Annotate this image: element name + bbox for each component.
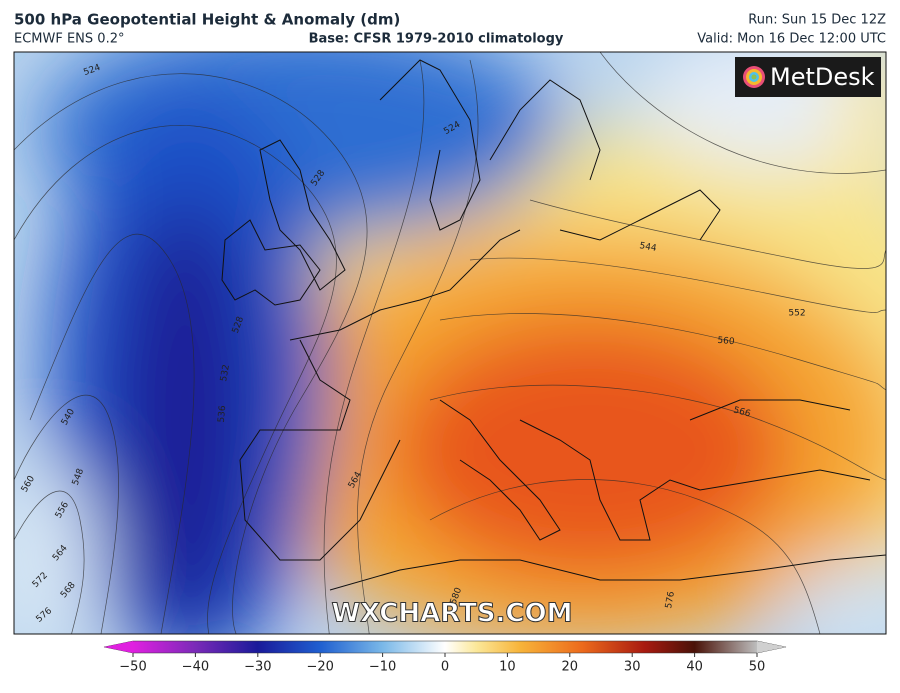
contour-label: 566: [732, 405, 751, 419]
contour-label: 532: [219, 364, 232, 383]
watermark: WXCHARTS.COM: [331, 599, 572, 629]
colorbar-tick-label: 10: [499, 660, 516, 675]
contour-label: 576: [664, 590, 677, 609]
colorbar-tick-label: 40: [686, 660, 703, 675]
logo-text: MetDesk: [770, 63, 875, 91]
metdesk-logo: MetDesk: [735, 57, 881, 97]
logo-icon: [743, 66, 765, 88]
model-name: ECMWF ENS 0.2°: [14, 32, 124, 47]
valid-time: Valid: Mon 16 Dec 12:00 UTC: [697, 32, 886, 47]
colorbar-tick-label: −40: [182, 660, 209, 675]
height-contours: [14, 52, 886, 634]
colorbar-high-end: [757, 641, 786, 653]
run-time: Run: Sun 15 Dec 12Z: [748, 13, 886, 28]
colorbar-bar: [103, 640, 787, 654]
colorbar: −50 −40 −30 −20 −10 0 10 20 30 40 50: [103, 640, 787, 675]
contour-label: 560: [717, 336, 735, 347]
colorbar-tick-label: −20: [306, 660, 333, 675]
map-frame: [13, 51, 887, 635]
colorbar-tick-label: −50: [119, 660, 146, 675]
colorbar-tick-label: 30: [624, 660, 641, 675]
colorbar-tick-label: 50: [749, 660, 766, 675]
map-area: 5245245285325365405485565605645685725765…: [14, 52, 886, 634]
colorbar-tick-label: 20: [562, 660, 579, 675]
colorbar-low-end: [104, 641, 133, 653]
anomaly-field: [14, 52, 886, 634]
contour-label: 536: [217, 405, 228, 423]
colorbar-tick-label: −30: [244, 660, 271, 675]
colorbar-tick-label: 0: [441, 660, 449, 675]
base-climatology: Base: CFSR 1979-2010 climatology: [309, 32, 564, 47]
coastlines: [221, 59, 886, 591]
map-title: 500 hPa Geopotential Height & Anomaly (d…: [14, 11, 400, 29]
colorbar-tick-label: −10: [369, 660, 396, 675]
contour-label: 544: [639, 241, 658, 254]
contour-label: 552: [788, 309, 805, 319]
